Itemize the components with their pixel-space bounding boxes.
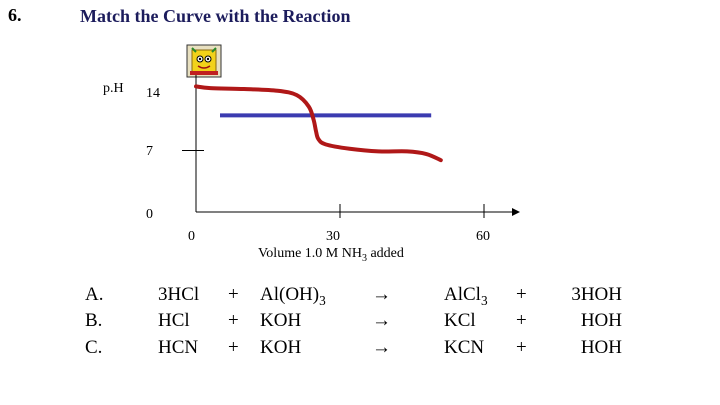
- y-tick-label: 7: [146, 144, 153, 159]
- reaction-letter: A.: [85, 284, 104, 305]
- x-tick-label: 30: [326, 229, 340, 244]
- chart-ticks: [182, 150, 485, 218]
- y-tick-label: 14: [146, 86, 160, 101]
- x-axis-label-sub: 3: [362, 253, 367, 264]
- reactant-2: Al(OH)3: [260, 284, 326, 308]
- titration-curve: [194, 84, 443, 163]
- reaction-letter: B.: [85, 310, 103, 331]
- plus-sign: +: [228, 337, 239, 358]
- product-1: KCN: [444, 337, 485, 358]
- x-axis-label-tail: added: [367, 246, 404, 261]
- reactant-2-subscript: 3: [319, 292, 326, 308]
- cartoon-character-icon: [186, 44, 222, 78]
- plus-sign: +: [516, 337, 527, 358]
- reactant-1: 3HCl: [158, 284, 200, 305]
- y-tick-label: 0: [146, 207, 153, 222]
- slide-title: Match the Curve with the Reaction: [80, 6, 351, 26]
- reaction-arrow: →: [372, 310, 391, 331]
- x-axis-label: Volume 1.0 M NH3 added: [258, 246, 404, 264]
- reaction-arrow: →: [372, 284, 391, 305]
- reactant-2: KOH: [260, 337, 302, 358]
- reactant-2: KOH: [260, 310, 302, 331]
- reaction-arrow: →: [372, 337, 391, 358]
- x-axis-arrow: [512, 208, 520, 216]
- product-2: HOH: [580, 310, 622, 331]
- chart-tick-labels: 14 7 0 0 30 60: [146, 86, 490, 244]
- product-2: 3HOH: [571, 284, 622, 305]
- product-1: KCl: [444, 310, 476, 331]
- chart-marks: [194, 84, 443, 163]
- plus-sign: +: [516, 284, 527, 305]
- product-1-subscript: 3: [480, 292, 488, 308]
- plus-sign: +: [516, 310, 527, 331]
- slide-number: 6.: [8, 5, 22, 25]
- reaction-letter: C.: [85, 337, 103, 358]
- chart-axes: [195, 75, 520, 216]
- x-axis-label-main: Volume 1.0 M NH: [258, 246, 362, 261]
- y-axis-label: p.H: [103, 81, 124, 96]
- reactant-1: HCl: [158, 310, 190, 331]
- plus-sign: +: [228, 310, 239, 331]
- plus-sign: +: [228, 284, 239, 305]
- x-tick-label: 0: [188, 229, 195, 244]
- reactant-1: HCN: [158, 337, 199, 358]
- product-1: AlCl3: [444, 284, 488, 308]
- product-2: HOH: [580, 337, 622, 358]
- x-tick-label: 60: [476, 229, 490, 244]
